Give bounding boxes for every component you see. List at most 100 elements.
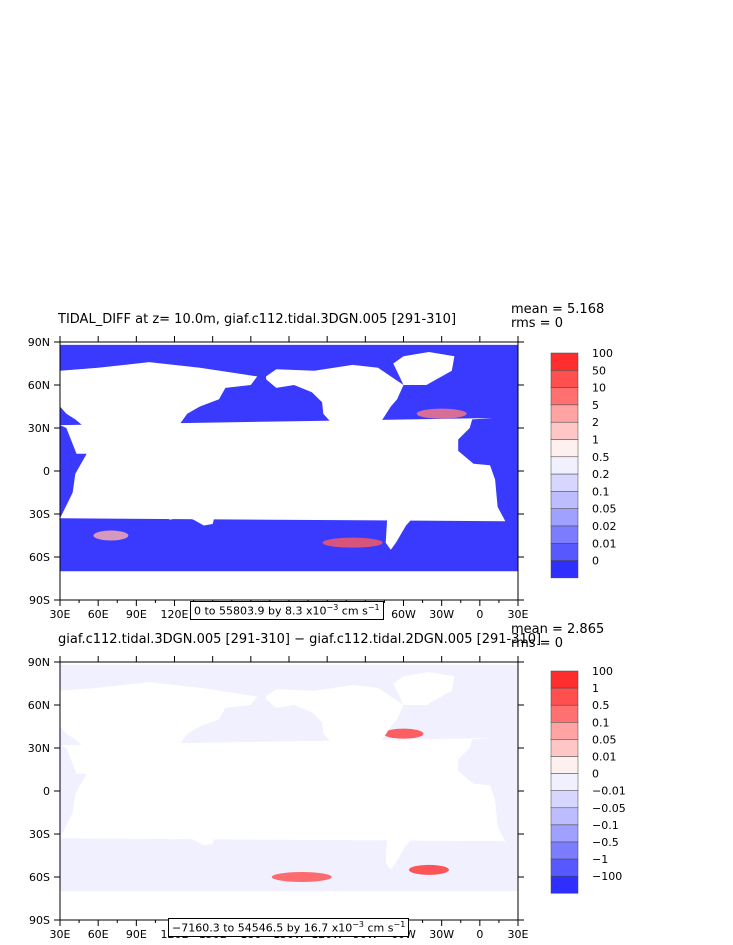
legend-label: 1 bbox=[592, 682, 599, 695]
range-prefix: −7160.3 to 54546.5 by 16.7 x10 bbox=[172, 921, 353, 935]
range-unit-exponent: −1 bbox=[393, 920, 406, 929]
legend-label: 50 bbox=[592, 364, 606, 377]
range-exponent: −3 bbox=[352, 920, 365, 929]
y-tick-label: 30N bbox=[28, 742, 50, 755]
y-tick-label: 30S bbox=[29, 828, 50, 841]
hotspot-streak bbox=[383, 728, 424, 739]
land-mass bbox=[375, 773, 436, 870]
plot-title: giaf.c112.tidal.3DGN.005 [291-310] − gia… bbox=[58, 632, 542, 647]
legend-label: 0.05 bbox=[592, 733, 617, 746]
legend-label: 100 bbox=[592, 347, 613, 360]
legend-label: 0.02 bbox=[592, 520, 617, 533]
y-tick-label: 30S bbox=[29, 508, 50, 521]
legend-label: 0.1 bbox=[592, 485, 610, 498]
hotspot-streak bbox=[408, 864, 449, 875]
legend-swatch bbox=[550, 773, 579, 791]
map-plot: 30E60E90E120E150E180150W120W90W60W30W030… bbox=[28, 336, 617, 620]
x-tick-label: 30E bbox=[508, 928, 529, 940]
land-mass bbox=[60, 418, 506, 522]
legend-swatch bbox=[550, 790, 579, 809]
x-tick-label: 30E bbox=[50, 928, 71, 940]
x-tick-label: 30E bbox=[508, 608, 529, 620]
land-mass bbox=[60, 662, 518, 665]
land-mass bbox=[166, 805, 217, 846]
legend-label: −0.01 bbox=[592, 785, 626, 798]
range-exponent: −3 bbox=[326, 603, 339, 612]
legend-label: 0.2 bbox=[592, 468, 610, 481]
land-mass bbox=[375, 453, 436, 550]
legend-label: −0.1 bbox=[592, 819, 619, 832]
legend-swatch bbox=[550, 756, 579, 774]
hotspot-streak bbox=[271, 872, 332, 882]
legend-swatch bbox=[550, 473, 579, 492]
legend-label: 0.01 bbox=[592, 537, 617, 550]
land-mass bbox=[266, 364, 404, 446]
legend-label: 0.1 bbox=[592, 716, 610, 729]
range-unit: cm s bbox=[364, 921, 394, 935]
y-tick-label: 60S bbox=[29, 551, 50, 564]
land-mass bbox=[266, 684, 404, 766]
legend-swatch bbox=[550, 858, 579, 877]
land-mass bbox=[393, 352, 455, 385]
y-tick-label: 30N bbox=[28, 422, 50, 435]
legend-label: 2 bbox=[592, 416, 599, 429]
legend-swatch bbox=[550, 824, 579, 843]
x-tick-label: 90E bbox=[126, 928, 147, 940]
land-mass bbox=[60, 682, 258, 789]
y-tick-label: 90S bbox=[29, 914, 50, 927]
legend-label: 10 bbox=[592, 382, 606, 395]
y-tick-label: 60N bbox=[28, 699, 50, 712]
legend-label: 100 bbox=[592, 665, 613, 678]
legend-swatch bbox=[550, 875, 579, 894]
legend-swatch bbox=[550, 491, 579, 509]
legend-swatch bbox=[550, 456, 579, 475]
rms-label: rms = 0 bbox=[511, 636, 563, 651]
legend-swatch bbox=[550, 421, 579, 440]
legend-label: 0.01 bbox=[592, 751, 617, 764]
legend-label: 0.5 bbox=[592, 699, 610, 712]
y-tick-label: 60S bbox=[29, 871, 50, 884]
hotspot-streak bbox=[322, 537, 383, 548]
hotspot-streak bbox=[416, 408, 467, 419]
x-tick-label: 30W bbox=[429, 608, 454, 620]
land-mass bbox=[166, 485, 217, 526]
mean-label: mean = 5.168 bbox=[511, 302, 605, 317]
y-tick-label: 0 bbox=[43, 465, 50, 478]
legend-swatch bbox=[550, 807, 579, 826]
legend-swatch bbox=[550, 704, 579, 723]
x-tick-label: 120E bbox=[161, 608, 189, 620]
panel-tidal-diff-difference: giaf.c112.tidal.3DGN.005 [291-310] − gia… bbox=[0, 620, 733, 940]
legend-swatch bbox=[550, 841, 579, 860]
legend-swatch bbox=[550, 508, 579, 527]
legend-swatch bbox=[550, 370, 579, 388]
legend-swatch bbox=[550, 352, 579, 371]
legend-label: −0.05 bbox=[592, 802, 626, 815]
legend-label: 0.5 bbox=[592, 451, 610, 464]
legend-swatch bbox=[550, 560, 579, 579]
legend-label: −0.5 bbox=[592, 836, 619, 849]
legend-swatch bbox=[550, 404, 579, 423]
rms-label: rms = 0 bbox=[511, 316, 563, 331]
x-tick-label: 60E bbox=[88, 928, 109, 940]
land-mass bbox=[60, 342, 518, 345]
legend-label: 0 bbox=[592, 555, 599, 568]
legend-swatch bbox=[550, 525, 579, 544]
legend-swatch bbox=[550, 387, 579, 406]
hotspot-streak bbox=[93, 530, 129, 541]
x-tick-label: 90E bbox=[126, 608, 147, 620]
panel-tidal-diff: TIDAL_DIFF at z= 10.0m, giaf.c112.tidal.… bbox=[0, 300, 733, 620]
range-info-box: 0 to 55803.9 by 8.3 x10−3 cm s−1 bbox=[190, 601, 384, 620]
mean-label: mean = 2.865 bbox=[511, 622, 605, 637]
plot-title: TIDAL_DIFF at z= 10.0m, giaf.c112.tidal.… bbox=[58, 312, 457, 327]
y-tick-label: 60N bbox=[28, 379, 50, 392]
legend-label: −1 bbox=[592, 853, 608, 866]
x-tick-label: 0 bbox=[476, 928, 483, 940]
x-tick-label: 60E bbox=[88, 608, 109, 620]
land-mass bbox=[60, 571, 518, 600]
legend-swatch bbox=[550, 687, 579, 706]
legend-label: 0 bbox=[592, 768, 599, 781]
range-unit-exponent: −1 bbox=[367, 603, 380, 612]
y-tick-label: 90N bbox=[28, 656, 50, 669]
range-prefix: 0 to 55803.9 by 8.3 x10 bbox=[194, 604, 327, 618]
legend-label: 0.05 bbox=[592, 503, 617, 516]
